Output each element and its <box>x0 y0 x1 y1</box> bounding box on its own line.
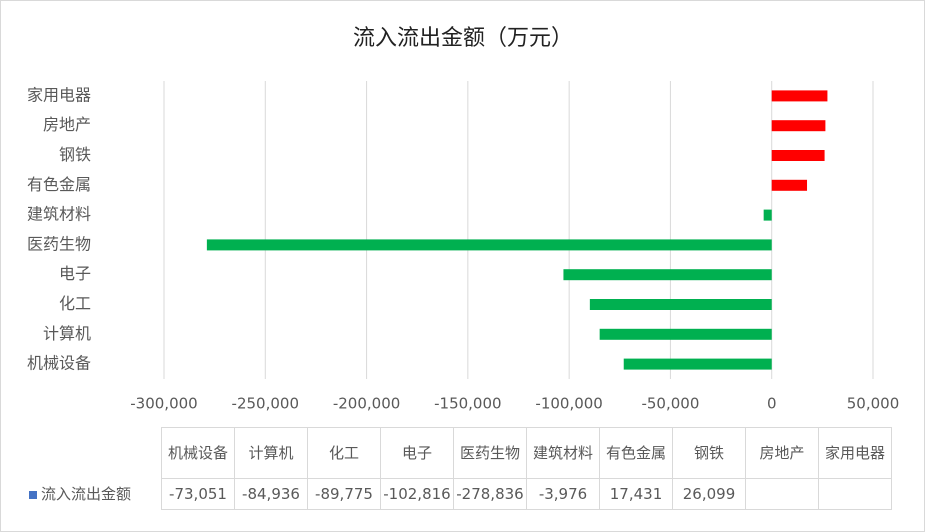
bar <box>623 358 772 370</box>
y-tick-label: 计算机 <box>43 324 91 343</box>
x-tick-label: -200,000 <box>333 395 400 413</box>
table-value: 26,099 <box>672 478 746 510</box>
table-header: 房地产 <box>745 427 819 479</box>
table-header: 建筑材料 <box>526 427 600 479</box>
table-value: -73,051 <box>161 478 235 510</box>
y-tick-label: 医药生物 <box>27 234 91 253</box>
x-tick-label: -50,000 <box>641 395 699 413</box>
x-tick-label: 0 <box>767 395 777 413</box>
y-tick-label: 房地产 <box>43 115 91 134</box>
plot: 流入流出金额（万元） -300,000 -250,000 -200,000 -150,… <box>27 26 900 413</box>
table-header: 医药生物 <box>453 427 527 479</box>
legend-key <box>29 491 37 499</box>
x-tick-label: -150,000 <box>434 395 501 413</box>
x-tick-label: -300,000 <box>130 395 197 413</box>
table-header: 有色金属 <box>599 427 673 479</box>
y-tick-label: 建筑材料 <box>27 205 91 224</box>
blank <box>21 428 162 479</box>
table-value: -3,976 <box>526 478 600 510</box>
y-tick-label: 有色金属 <box>27 175 91 194</box>
table-header: 钢铁 <box>672 427 746 479</box>
x-tick-label: 50,000 <box>847 395 900 413</box>
y-tick-label: 电子 <box>59 264 91 283</box>
bar <box>599 328 772 340</box>
bar <box>771 90 828 102</box>
legend-entry: 流入流出金额 <box>21 479 162 510</box>
bar <box>771 120 826 132</box>
chart-title: 流入流出金额（万元） <box>353 26 573 51</box>
table-value: -102,816 <box>380 478 454 510</box>
bar <box>763 209 772 221</box>
bar <box>563 269 772 281</box>
table-value: -278,836 <box>453 478 527 510</box>
table-value: -89,775 <box>307 478 381 510</box>
y-tick-label: 钢铁 <box>59 145 91 164</box>
table-header: 电子 <box>380 427 454 479</box>
table-value: -84,936 <box>234 478 308 510</box>
x-tick-label: -100,000 <box>535 395 602 413</box>
bar <box>771 150 825 161</box>
legend-label: 流入流出金额 <box>41 485 132 503</box>
table-value <box>745 478 819 510</box>
table-header: 计算机 <box>234 427 308 479</box>
data-table: 机械设备 计算机 化工 电子 医药生物 建筑材料 有色金属 钢铁 房地产 家用电器 流入流出金额 -… <box>21 427 892 510</box>
bar <box>206 239 772 251</box>
table-header: 机械设备 <box>161 427 235 479</box>
y-tick-label: 家用电器 <box>27 85 91 104</box>
y-tick-label: 化工 <box>59 294 91 313</box>
table-value <box>818 478 892 510</box>
y-tick-label: 机械设备 <box>27 354 91 373</box>
table-header: 家用电器 <box>818 427 892 479</box>
bar <box>771 179 808 191</box>
table-header: 化工 <box>307 427 381 479</box>
bar <box>589 299 772 310</box>
x-tick-label: -250,000 <box>232 395 299 413</box>
table-value: 17,431 <box>599 478 673 510</box>
